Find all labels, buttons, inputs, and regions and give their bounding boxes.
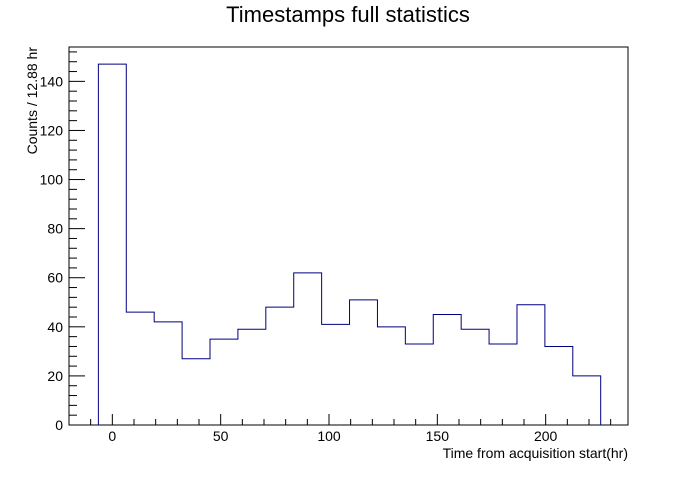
x-tick-label: 200 xyxy=(534,428,558,444)
histogram-bin xyxy=(98,64,126,425)
histogram-bin xyxy=(405,344,433,425)
histogram-bin xyxy=(350,300,378,425)
y-tick-label: 120 xyxy=(40,122,64,138)
x-tick-label: 0 xyxy=(108,428,116,444)
x-tick-label: 100 xyxy=(317,428,341,444)
x-tick-label: 50 xyxy=(213,428,229,444)
x-axis-label: Time from acquisition start(hr) xyxy=(443,445,628,461)
x-tick-label: 150 xyxy=(426,428,450,444)
y-tick-label: 140 xyxy=(40,73,64,89)
chart-title: Timestamps full statistics xyxy=(226,2,470,27)
histogram-bin xyxy=(154,322,182,425)
histogram-bin xyxy=(322,324,350,425)
histogram-bin xyxy=(266,307,294,425)
y-tick-label: 20 xyxy=(47,368,63,384)
y-tick-label: 40 xyxy=(47,319,63,335)
histogram-outline xyxy=(97,63,602,425)
y-tick-label: 0 xyxy=(55,417,63,433)
histogram-bin xyxy=(461,329,489,425)
y-axis-label: Counts / 12.88 hr xyxy=(24,47,40,155)
histogram-bin xyxy=(489,344,517,425)
histogram-bin xyxy=(377,327,405,425)
histogram-bins xyxy=(98,64,600,425)
y-axis: 0 20 40 60 80 100 120 140 xyxy=(40,51,85,433)
histogram-bin xyxy=(294,273,322,425)
histogram-bin xyxy=(182,359,210,425)
y-tick-label: 60 xyxy=(47,270,63,286)
histogram-bin xyxy=(517,305,545,425)
histogram-bin xyxy=(126,312,154,425)
histogram-bin xyxy=(545,346,573,425)
x-axis: 0 50 100 150 200 xyxy=(68,414,612,444)
y-tick-label: 100 xyxy=(40,172,64,188)
plot-frame xyxy=(68,46,629,426)
histogram-bin xyxy=(433,315,461,425)
y-tick-label: 80 xyxy=(47,221,63,237)
histogram-bin xyxy=(238,329,266,425)
histogram-bin xyxy=(573,376,601,425)
histogram-bin xyxy=(210,339,238,425)
